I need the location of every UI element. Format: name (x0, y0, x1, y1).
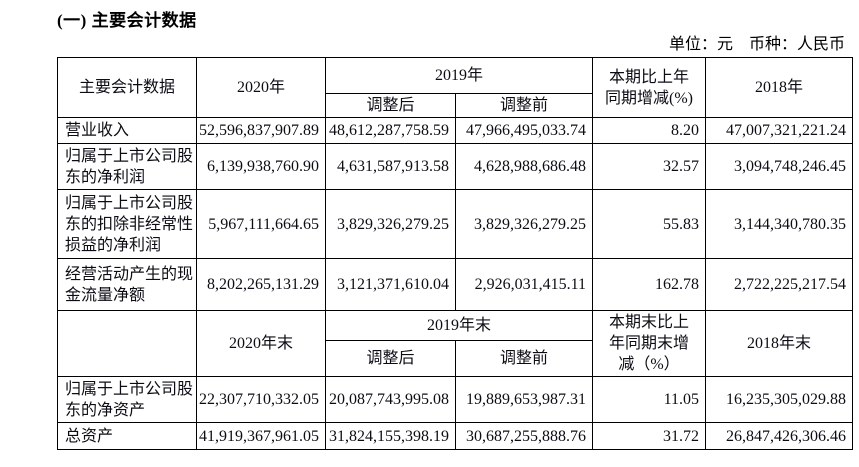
row-label: 总资产 (57, 422, 197, 450)
header-2018: 2018年 (705, 57, 854, 118)
row-label: 归属于上市公司股东的净资产 (57, 376, 197, 423)
value-2019-adjusted-after: 3,829,326,279.25 (325, 189, 456, 259)
value-2019-adjusted-before: 2,926,031,415.11 (454, 258, 594, 311)
value-2020: 6,139,938,760.90 (196, 143, 326, 190)
value-2020-end: 22,307,710,332.05 (196, 376, 326, 423)
header-adjusted-after: 调整后 (325, 93, 456, 118)
value-2020: 8,202,265,131.29 (196, 258, 326, 311)
section2-header-row-sub: 调整后 调整前 (58, 340, 853, 377)
header-2018-end: 2018年末 (705, 310, 854, 377)
value-2018: 3,144,340,780.35 (705, 189, 854, 259)
value-2018: 2,722,225,217.54 (705, 258, 854, 311)
table-row: 经营活动产生的现金流量净额 8,202,265,131.29 3,121,371… (57, 258, 854, 311)
table-row: 归属于上市公司股东的净资产 22,307,710,332.05 20,087,7… (57, 376, 854, 423)
section1-header-row-sub: 调整后 调整前 (58, 93, 853, 118)
header-adjusted-after: 调整后 (325, 340, 456, 377)
value-2020: 5,967,111,664.65 (196, 189, 326, 259)
value-2018-end: 16,235,305,029.88 (705, 376, 854, 423)
table-row: 总资产 41,919,367,961.05 31,824,155,398.19 … (57, 422, 854, 450)
value-change-pct: 162.78 (592, 258, 707, 311)
header-change-pct: 本期比上年同期增减(%) (592, 57, 707, 118)
table-row: 营业收入 52,596,837,907.89 48,612,287,758.59… (57, 117, 854, 144)
value-end-change-pct: 11.05 (592, 376, 707, 423)
value-end-change-pct: 31.72 (592, 422, 707, 450)
value-2018-end: 26,847,426,306.46 (705, 422, 854, 450)
row-label: 营业收入 (57, 117, 197, 144)
header-adjusted-before: 调整前 (454, 340, 594, 377)
value-2018: 3,094,748,246.45 (705, 143, 854, 190)
value-change-pct: 32.57 (592, 143, 707, 190)
value-2020-end: 41,919,367,961.05 (196, 422, 326, 450)
header-main-col-empty (57, 310, 197, 377)
page-title: (一) 主要会计数据 (57, 11, 197, 30)
value-change-pct: 55.83 (592, 189, 707, 259)
header-2020: 2020年 (196, 57, 326, 118)
section1-header-row-top: 主要会计数据 2020年 2019年 本期比上年同期增减(%) 2018年 (57, 57, 854, 118)
value-2020: 52,596,837,907.89 (196, 117, 326, 144)
row-label: 经营活动产生的现金流量净额 (57, 258, 197, 311)
table-row: 归属于上市公司股东的扣除非经常性损益的净利润 5,967,111,664.65 … (57, 189, 854, 259)
header-main-col: 主要会计数据 (57, 57, 197, 118)
value-2019-end-adjusted-before: 19,889,653,987.31 (454, 376, 594, 423)
header-2020-end: 2020年末 (196, 310, 326, 377)
value-2019-adjusted-before: 47,966,495,033.74 (454, 117, 594, 144)
header-2019: 2019年 (324, 57, 594, 94)
value-change-pct: 8.20 (592, 117, 707, 144)
value-2018: 47,007,321,221.24 (705, 117, 854, 144)
header-end-change-pct: 本期末比上年同期末增减（%） (592, 310, 707, 377)
header-adjusted-before: 调整前 (454, 93, 594, 118)
value-2019-end-adjusted-before: 30,687,255,888.76 (454, 422, 594, 450)
header-2019-end: 2019年末 (324, 309, 594, 342)
row-label: 归属于上市公司股东的扣除非经常性损益的净利润 (57, 189, 197, 259)
value-2019-adjusted-before: 4,628,988,686.48 (454, 143, 594, 190)
row-label: 归属于上市公司股东的净利润 (57, 143, 197, 190)
main-accounting-data-table: 主要会计数据 2020年 2019年 本期比上年同期增减(%) 2018年 调整… (57, 57, 854, 450)
section2-header-row-top: 2020年末 2019年末 本期末比上年同期末增减（%） 2018年末 (57, 309, 854, 377)
value-2019-adjusted-after: 3,121,371,610.04 (325, 258, 456, 311)
value-2019-adjusted-before: 3,829,326,279.25 (454, 189, 594, 259)
value-2019-adjusted-after: 4,631,587,913.58 (325, 143, 456, 190)
unit-currency-note: 单位：元 币种：人民币 (668, 36, 845, 53)
table-row: 归属于上市公司股东的净利润 6,139,938,760.90 4,631,587… (57, 143, 854, 190)
value-2019-end-adjusted-after: 31,824,155,398.19 (325, 422, 456, 450)
value-2019-end-adjusted-after: 20,087,743,995.08 (325, 376, 456, 423)
value-2019-adjusted-after: 48,612,287,758.59 (325, 117, 456, 144)
